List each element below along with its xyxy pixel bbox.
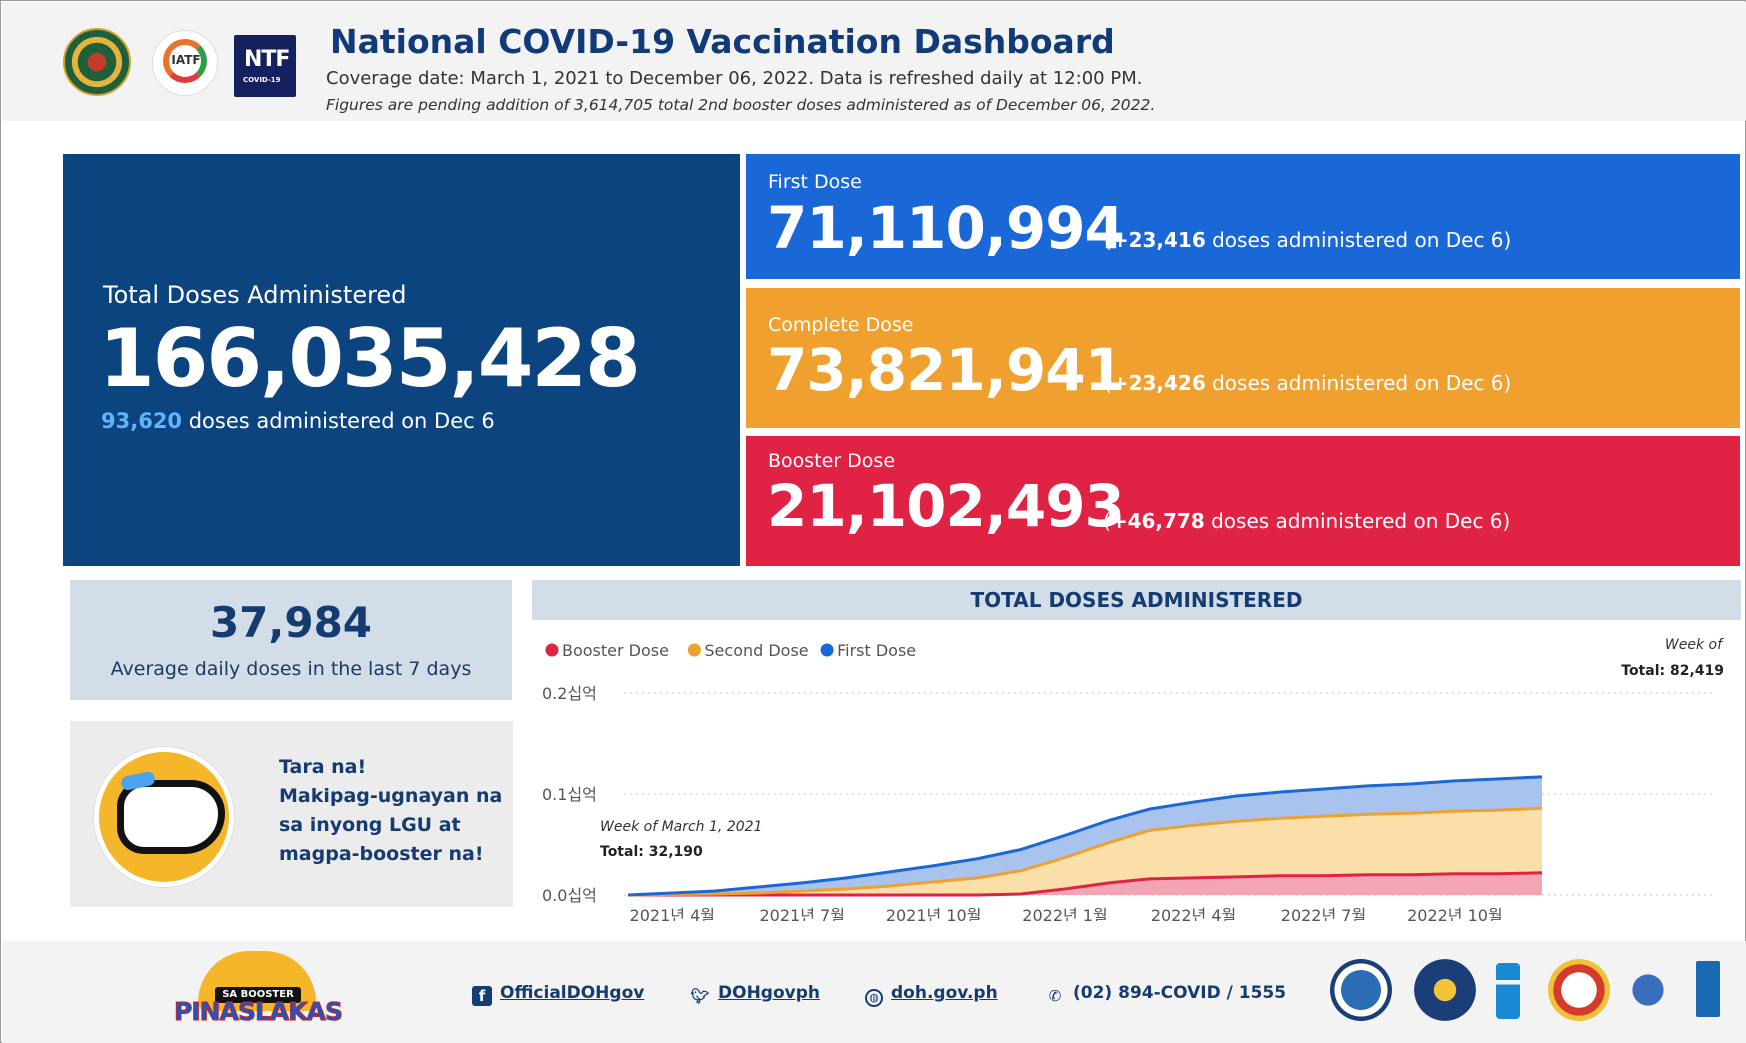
x-tick-label: 2022년 1월 <box>1022 906 1107 921</box>
agency-seal-logo <box>1617 959 1679 1021</box>
website-link[interactable]: ◍ doh.gov.ph <box>865 983 998 1007</box>
legend-item-label: First Dose <box>837 641 916 660</box>
area-first-dose <box>628 776 1542 895</box>
flexed-arm-icon <box>94 747 234 887</box>
promo-text: Tara na! Makipag-ugnayan na sa inyong LG… <box>279 753 504 869</box>
annotation-total: Total: 32,190 <box>600 844 703 860</box>
iatf-logo-text: IATF <box>171 53 201 67</box>
first-dose-increase-value: +23,416 <box>1111 228 1206 252</box>
ntf-logo-sub: COVID-19 <box>243 76 281 84</box>
line-booster-dose <box>628 871 1543 897</box>
facebook-icon: f <box>472 986 492 1006</box>
first-dose-card[interactable]: First Dose 71,110,994 (+23,416 doses adm… <box>746 154 1740 279</box>
line-second-dose <box>627 806 1543 897</box>
ntf-logo: NTF COVID-19 <box>234 35 296 97</box>
booster-dose-label: Booster Dose <box>768 450 896 472</box>
complete-dose-card[interactable]: Complete Dose 73,821,941 (+23,426 doses … <box>746 288 1740 428</box>
footer: SA BOOSTER PINASLAKAS f OfficialDOHgov 🐦︎… <box>2 941 1746 1043</box>
first-dose-label: First Dose <box>768 171 862 193</box>
complete-dose-label: Complete Dose <box>768 314 914 336</box>
legend-item-label: Second Dose <box>704 641 808 660</box>
complete-dose-value: 73,821,941 <box>767 336 1125 404</box>
page-title: National COVID-19 Vaccination Dashboard <box>330 22 1115 61</box>
x-tick-label: 2022년 4월 <box>1151 906 1236 921</box>
pinaslakas-wordmark: PINASLAKAS <box>174 997 344 1027</box>
twitter-icon: 🐦︎ <box>690 987 710 1005</box>
phone-contact: ✆ (02) 894-COVID / 1555 <box>1045 983 1286 1006</box>
promo-line: Makipag-ugnayan na <box>279 785 503 807</box>
x-tick-label: 2022년 10월 <box>1407 906 1503 921</box>
complete-dose-open: ( <box>1104 371 1112 395</box>
total-daily-value: 93,620 <box>101 409 183 433</box>
booster-dose-open: ( <box>1103 509 1111 533</box>
iatf-logo: IATF <box>152 30 218 96</box>
pcoo-seal-logo <box>1330 959 1392 1021</box>
promo-line: Tara na! <box>279 756 367 778</box>
pinaslakas-tagline: SA BOOSTER <box>215 987 301 1003</box>
ntf-logo-text: NTF <box>244 47 290 72</box>
total-doses-card[interactable]: Total Doses Administered 166,035,428 93,… <box>63 154 740 566</box>
total-daily-doses: 93,620 doses administered on Dec 6 <box>101 409 495 433</box>
total-doses-value: 166,035,428 <box>99 312 641 405</box>
neda-seal-logo <box>1414 959 1476 1021</box>
booster-dose-value: 21,102,493 <box>767 472 1125 540</box>
pinaslakas-logo: SA BOOSTER PINASLAKAS <box>173 949 343 1035</box>
x-tick-label: 2021년 4월 <box>630 906 715 921</box>
annotation-total: Total: 82,419 <box>1621 663 1724 679</box>
booster-promo-card: Tara na! Makipag-ugnayan na sa inyong LG… <box>70 721 513 907</box>
twitter-link[interactable]: 🐦︎ DOHgovph <box>690 983 820 1006</box>
area-booster-dose <box>628 872 1542 895</box>
dilg-seal-logo <box>1548 959 1610 1021</box>
x-tick-label: 2021년 10월 <box>886 906 982 921</box>
undp-logo <box>1696 961 1720 1017</box>
legend-swatch <box>687 643 701 657</box>
average-daily-value: 37,984 <box>209 598 373 647</box>
legend-item-label: Booster Dose <box>562 641 669 660</box>
annotation-label: Week of <box>1665 637 1724 653</box>
booster-dose-card[interactable]: Booster Dose 21,102,493 (+46,778 doses a… <box>746 436 1740 566</box>
globe-icon: ◍ <box>865 989 883 1007</box>
first-dose-value: 71,110,994 <box>767 194 1125 262</box>
line-first-dose <box>627 775 1543 897</box>
y-tick-label: 0.2십억 <box>542 684 597 703</box>
total-daily-text: doses administered on Dec 6 <box>182 409 495 433</box>
booster-dose-increase: (+46,778 doses administered on Dec 6) <box>1103 509 1510 533</box>
facebook-link[interactable]: f OfficialDOHgov <box>472 983 644 1006</box>
booster-dose-increase-text: doses administered on Dec 6) <box>1204 509 1511 533</box>
phone-icon: ✆ <box>1048 987 1062 1005</box>
complete-dose-increase-value: +23,426 <box>1111 371 1206 395</box>
twitter-link-text: DOHgovph <box>718 983 820 1003</box>
complete-dose-increase: (+23,426 doses administered on Dec 6) <box>1104 371 1511 395</box>
y-tick-label: 0.0십억 <box>542 886 597 905</box>
complete-dose-increase-text: doses administered on Dec 6) <box>1205 371 1512 395</box>
annotation-label: Week of March 1, 2021 <box>600 819 762 835</box>
arm-shape <box>117 780 225 854</box>
pending-note: Figures are pending addition of 3,614,70… <box>326 96 1156 114</box>
total-doses-label: Total Doses Administered <box>103 281 407 309</box>
legend-swatch <box>545 643 559 657</box>
x-tick-label: 2022년 7월 <box>1281 906 1366 921</box>
website-link-text: doh.gov.ph <box>891 983 998 1003</box>
booster-dose-increase-value: +46,778 <box>1110 509 1205 533</box>
first-dose-increase-text: doses administered on Dec 6) <box>1205 228 1512 252</box>
average-daily-label: Average daily doses in the last 7 days <box>110 658 472 680</box>
first-dose-increase: (+23,416 doses administered on Dec 6) <box>1104 228 1511 252</box>
legend-swatch <box>820 643 834 657</box>
doh-seal-logo <box>63 28 131 96</box>
chart-title: TOTAL DOSES ADMINISTERED <box>532 580 1741 620</box>
pia-logo <box>1496 963 1520 1019</box>
first-dose-open: ( <box>1104 228 1112 252</box>
y-tick-label: 0.1십억 <box>542 785 597 804</box>
phone-text: (02) 894-COVID / 1555 <box>1073 983 1287 1003</box>
x-tick-label: 2021년 7월 <box>760 906 845 921</box>
iatf-ring-icon <box>163 39 207 83</box>
header: IATF NTF COVID-19 National COVID-19 Vacc… <box>2 2 1746 121</box>
facebook-link-text: OfficialDOHgov <box>500 983 645 1003</box>
promo-line: magpa-booster na! <box>279 843 484 865</box>
promo-line: sa inyong LGU at <box>279 814 461 836</box>
total-doses-chart[interactable]: 0.0십억 0.1십억 0.2십억 2021년 4월 2021년 7월 2021년 10월… <box>532 621 1741 921</box>
average-daily-doses-card[interactable]: 37,984 Average daily doses in the last 7… <box>70 580 512 700</box>
coverage-date: Coverage date: March 1, 2021 to December… <box>326 68 1143 89</box>
